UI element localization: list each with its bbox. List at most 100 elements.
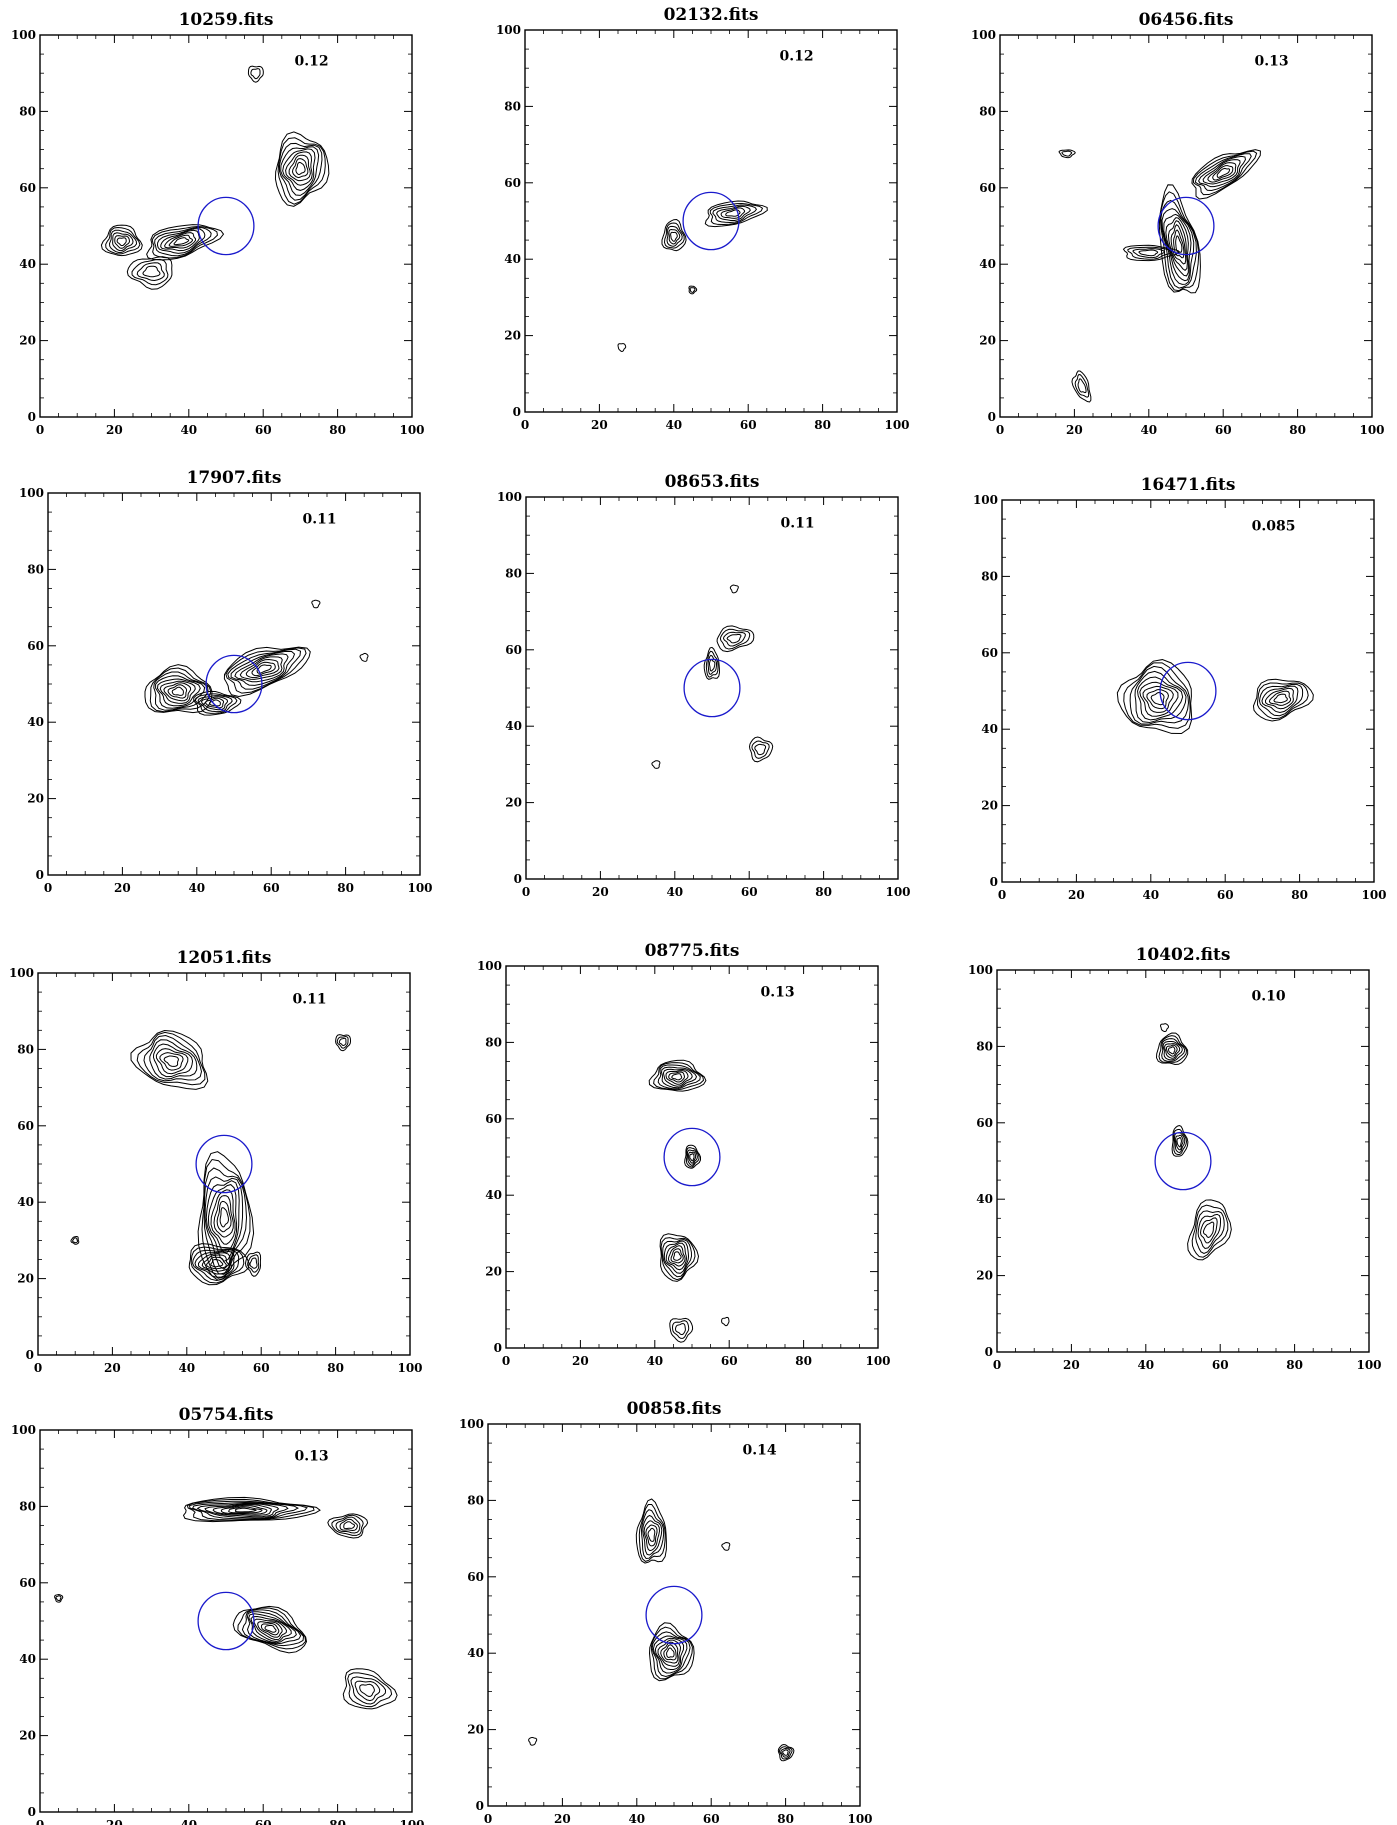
contour-line [703,646,721,680]
contour-blob [703,646,721,680]
x-tick-label: 20 [554,1812,571,1825]
contour-line [146,224,225,261]
contour-line [228,1506,263,1514]
contour-blob [635,1498,667,1564]
x-tick-label: 80 [795,1354,812,1368]
contour-blob [223,646,311,697]
contour-line [278,142,323,201]
contour-line [1175,1134,1184,1151]
contour-line [343,1521,356,1530]
x-tick-label: 60 [741,885,758,899]
contour-line [163,1055,179,1067]
center-marker-circle [1157,196,1215,256]
contour-line [688,285,698,295]
x-tick-label: 40 [180,1818,197,1825]
contour-blob [335,1034,351,1052]
y-tick-label: 100 [496,23,521,37]
contour-line [136,1031,206,1086]
contour-line [354,1680,381,1702]
contour-blob [528,1737,538,1746]
contour-line [719,628,751,650]
contour-line [638,1504,666,1562]
x-tick-label: 40 [646,1354,663,1368]
contour-line [528,1737,538,1746]
y-tick-label: 60 [504,176,521,190]
contour-line [1137,676,1184,721]
plot-frame [487,1423,861,1807]
contour-line [239,656,283,680]
x-tick-label: 20 [1063,1358,1080,1372]
contour-line [1173,1132,1186,1154]
contour-blob [146,224,225,261]
y-tick-label: 40 [976,1192,993,1206]
contour-line [280,146,320,196]
y-tick-label: 80 [976,1039,993,1053]
contour-line [1171,1124,1189,1157]
contour-line [1191,1204,1229,1258]
contour-line [709,202,764,225]
contour-line [673,1251,682,1261]
contour-blob [1191,149,1261,200]
contour-line [712,204,758,224]
x-tick-label: 80 [329,423,346,437]
panel-title: 10402.fits [1136,945,1231,965]
y-tick-label: 0 [26,1348,34,1362]
contour-line [1192,150,1258,196]
contour-blob [1116,659,1193,735]
contour-line [1150,692,1165,706]
contour-line [237,1607,307,1650]
x-tick-label: 0 [998,888,1006,902]
contour-line [661,218,687,252]
contour-line [659,1233,700,1282]
contour-line [155,1048,189,1075]
contour-line [209,699,221,707]
contour-panel: 00858.fits 0.14 00 20 20 40 40 60 60 80 80 100 100 [459,1399,873,1825]
y-tick-label: 20 [976,1269,993,1283]
contour-line [684,1144,701,1169]
contour-line [164,232,197,249]
y-tick-label: 80 [467,1493,484,1507]
contour-line [1202,159,1241,185]
plot-frame [39,1429,413,1813]
contour-blob [1058,149,1076,159]
contour-line [131,258,169,286]
contour-line [1167,1046,1176,1055]
y-tick-label: 100 [9,966,34,980]
contour-blob [721,1541,731,1551]
x-tick-label: 100 [399,1818,424,1825]
contour-blob [721,1316,730,1327]
contour-line [662,1238,693,1278]
contour-line [149,1039,198,1080]
y-tick-label: 20 [979,334,996,348]
contour-line [256,664,272,674]
contour-line [167,684,188,699]
contour-line [668,228,681,245]
x-tick-label: 60 [1215,423,1232,437]
x-tick-label: 40 [180,423,197,437]
contour-panel: 08653.fits 0.11 00 20 20 40 40 60 60 80 80 100 100 [497,472,911,899]
contour-line [359,1683,375,1697]
y-tick-label: 60 [467,1570,484,1584]
contour-line [1163,213,1192,282]
y-tick-label: 0 [513,405,521,419]
y-tick-label: 60 [505,643,522,657]
contour-line [1261,685,1299,713]
y-tick-label: 20 [505,796,522,810]
contour-line [142,265,161,278]
contour-line [651,760,661,769]
contour-line [657,1064,701,1090]
contour-blob [669,1317,694,1343]
contour-line [190,1246,245,1284]
contour-line [196,1502,289,1519]
contour-line [1268,690,1292,706]
contour-panel: 10402.fits 0.10 00 20 20 40 40 60 60 80 80 100 100 [968,945,1382,1372]
contour-blob [54,1593,64,1603]
y-tick-label: 60 [976,1116,993,1130]
y-tick-label: 20 [19,334,36,348]
y-tick-label: 80 [981,569,998,583]
x-tick-label: 80 [777,1812,794,1825]
contour-line [1122,244,1180,262]
contour-line [116,237,127,247]
contour-line [668,1071,686,1083]
contour-line [205,1180,240,1262]
